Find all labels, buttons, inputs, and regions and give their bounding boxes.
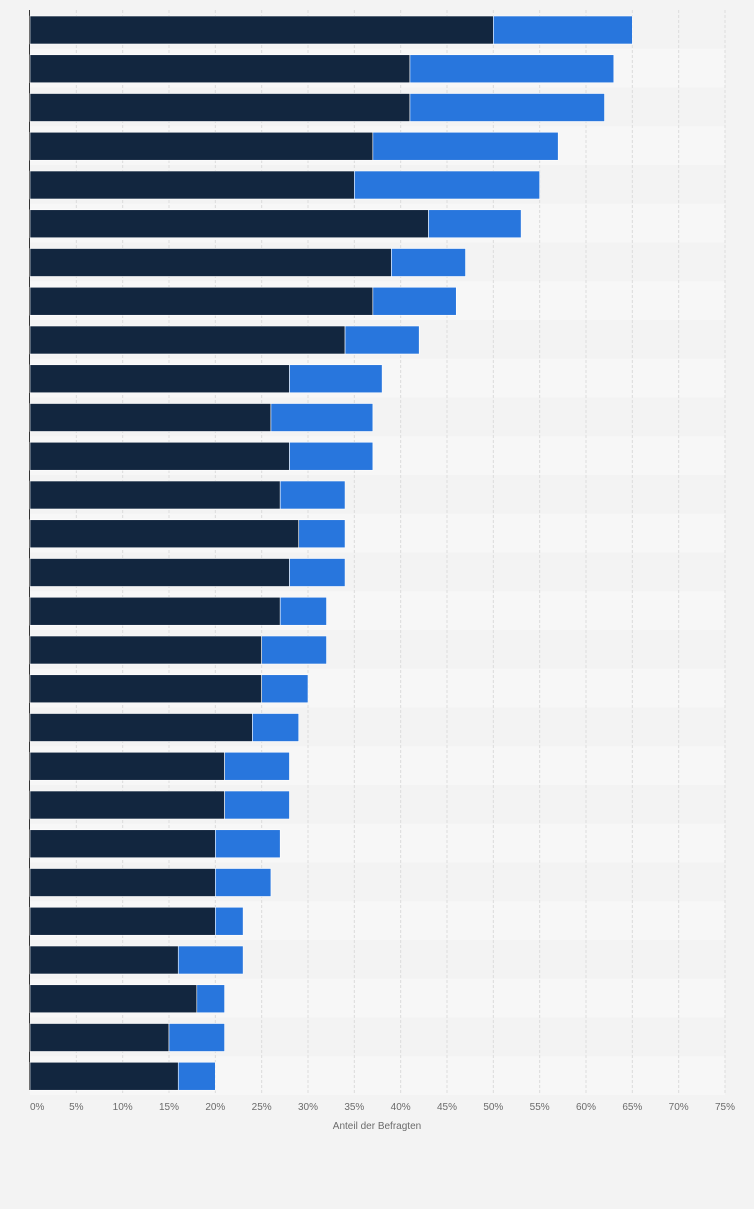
x-tick-label: 15% (159, 1102, 179, 1113)
x-tick-label: 30% (298, 1102, 318, 1113)
bar-segment-series-1 (29, 790, 225, 820)
bars (29, 15, 633, 1091)
x-tick-label: 10% (113, 1102, 133, 1113)
bar-segment-series-2 (177, 945, 244, 975)
bar-segment-series-1 (29, 248, 392, 277)
bar-segment-series-1 (29, 674, 262, 704)
bar-segment-series-1 (29, 984, 198, 1014)
x-tick-label: 70% (669, 1102, 689, 1113)
bar-segment-series-2 (215, 829, 281, 859)
bar-segment-series-1 (29, 403, 272, 432)
bar-segment-series-2 (279, 596, 327, 626)
x-tick-label: 5% (69, 1102, 84, 1113)
x-tick-label: 40% (391, 1102, 411, 1113)
bar-segment-series-2 (428, 209, 522, 239)
bar-segment-series-1 (29, 1023, 170, 1052)
bar-segment-series-2 (177, 1061, 216, 1091)
bar-segment-series-2 (279, 480, 346, 510)
bar-segment-series-1 (29, 54, 411, 84)
bar-segment-series-1 (29, 364, 290, 394)
bar-segment-series-2 (372, 286, 457, 316)
bar-segment-series-2 (196, 984, 225, 1014)
bar-segment-series-1 (29, 829, 216, 859)
bar-segment-series-2 (298, 519, 346, 549)
bar-segment-series-2 (289, 558, 346, 587)
x-tick-label: 35% (344, 1102, 364, 1113)
bar-segment-series-2 (252, 713, 300, 742)
bar-segment-series-1 (29, 286, 374, 316)
bar-segment-series-2 (215, 868, 272, 897)
bar-segment-series-1 (29, 1061, 179, 1091)
bar-segment-series-2 (409, 93, 605, 122)
bar-segment-series-2 (409, 54, 615, 84)
x-tick-label: 25% (252, 1102, 272, 1113)
bar-segment-series-2 (344, 325, 420, 355)
x-tick-label: 55% (530, 1102, 550, 1113)
bar-segment-series-1 (29, 93, 411, 122)
bar-segment-series-1 (29, 15, 494, 45)
bar-segment-series-1 (29, 325, 346, 355)
bar-segment-series-2 (270, 403, 374, 432)
bar-segment-series-1 (29, 596, 281, 626)
bar-segment-series-1 (29, 868, 216, 897)
bar-segment-series-2 (372, 131, 559, 161)
x-axis-title: Anteil der Befragten (333, 1121, 421, 1132)
bar-segment-series-1 (29, 441, 290, 471)
bar-segment-series-1 (29, 480, 281, 510)
x-tick-label: 0% (30, 1102, 45, 1113)
bar-segment-series-1 (29, 131, 374, 161)
bar-segment-series-1 (29, 558, 290, 587)
bar-segment-series-1 (29, 713, 253, 742)
bar-segment-series-1 (29, 170, 355, 200)
bar-segment-series-2 (354, 170, 540, 200)
x-tick-label: 60% (576, 1102, 596, 1113)
bar-segment-series-1 (29, 519, 300, 549)
bar-segment-series-2 (289, 364, 383, 394)
x-tick-label: 75% (715, 1102, 735, 1113)
bar-segment-series-2 (493, 15, 633, 45)
bar-segment-series-1 (29, 906, 216, 936)
bar-segment-series-2 (261, 674, 309, 704)
x-tick-label: 65% (622, 1102, 642, 1113)
bar-segment-series-2 (224, 790, 290, 820)
bar-segment-series-1 (29, 209, 429, 239)
bar-segment-series-1 (29, 751, 225, 781)
bar-segment-series-2 (215, 906, 244, 936)
bar-segment-series-2 (224, 751, 290, 781)
bar-segment-series-2 (289, 441, 374, 471)
x-tick-label: 20% (205, 1102, 225, 1113)
x-tick-label: 45% (437, 1102, 457, 1113)
x-tick-labels: 0% 5% 10% 15% 20% 25% 30% 35% 40% 45% 50% 55% 60% 65%… (30, 1102, 735, 1113)
x-tick-label: 50% (483, 1102, 503, 1113)
bar-segment-series-1 (29, 635, 262, 665)
bar-segment-series-2 (168, 1023, 225, 1052)
bar-segment-series-1 (29, 945, 179, 975)
bar-segment-series-2 (391, 248, 466, 277)
bar-segment-series-2 (261, 635, 327, 665)
